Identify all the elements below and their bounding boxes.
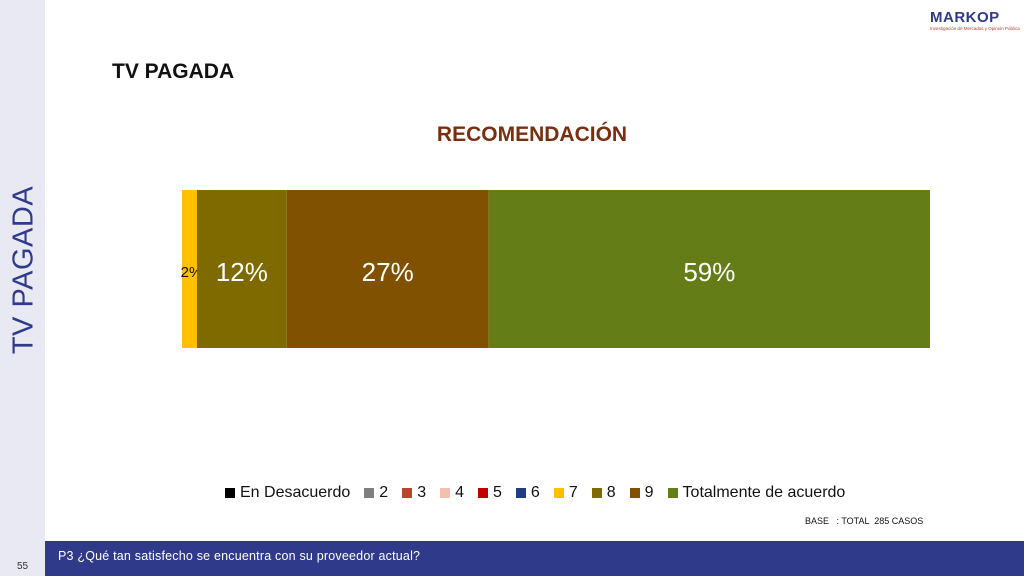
page-number: 55 — [0, 541, 45, 576]
bar-segment-7 — [196, 190, 287, 348]
legend-label-3: 4 — [455, 484, 465, 501]
legend-swatch-1 — [364, 488, 375, 498]
legend-label-0: En Desacuerdo — [240, 484, 351, 501]
logo-tagline: Investigación de Mercados y Opinión Públ… — [930, 26, 1020, 31]
question-text: P3 ¿Qué tan satisfecho se encuentra con … — [58, 549, 421, 563]
chart-legend: En Desacuerdo 2 3 4 5 6 7 8 9 Totalmente de acuer… — [225, 484, 845, 502]
legend-item-2: 3 — [402, 484, 426, 502]
legend-label-1: 2 — [379, 484, 389, 501]
legend-item-6: 7 — [553, 484, 578, 502]
legend-label-2: 3 — [417, 484, 427, 501]
legend-item-0: En Desacuerdo — [225, 484, 350, 502]
legend-label-9: Totalmente de acuerdo — [682, 484, 846, 501]
legend-item-5: 6 — [515, 484, 540, 502]
logo-word: MARKOP — [930, 9, 1000, 26]
data-label-7: 12% — [216, 257, 268, 287]
bar-segment-8 — [286, 190, 489, 348]
left-band — [0, 0, 45, 576]
data-label-8: 27% — [362, 257, 414, 287]
legend-swatch-2 — [402, 488, 413, 498]
legend-swatch-4 — [478, 488, 489, 498]
legend-item-7: 8 — [591, 484, 616, 502]
legend-item-8: 9 — [629, 484, 654, 502]
stacked-bar-chart: 2% 12% 27% 59% — [181, 190, 930, 348]
legend-label-7: 8 — [606, 484, 616, 501]
legend-item-9: Totalmente de acuerdo — [667, 484, 846, 502]
legend-label-6: 7 — [568, 484, 578, 501]
markop-logo: MARKOP Investigación de Mercados y Opini… — [930, 9, 1020, 38]
legend-label-5: 6 — [530, 484, 540, 501]
data-label-9: 59% — [683, 257, 735, 287]
legend-swatch-7 — [591, 488, 602, 498]
legend-swatch-8 — [629, 488, 640, 498]
section-title: TV PAGADA — [112, 60, 235, 83]
legend-item-1: 2 — [364, 484, 388, 502]
legend-swatch-3 — [440, 488, 451, 498]
base-note: BASE : TOTAL 285 CASOS — [805, 516, 924, 526]
legend-item-3: 4 — [440, 484, 464, 502]
data-label-6: 2% — [181, 264, 203, 281]
legend-label-8: 9 — [644, 484, 654, 501]
legend-swatch-0 — [225, 488, 235, 498]
footer-bar — [0, 541, 1024, 576]
bar-segment-9 — [488, 190, 930, 348]
legend-swatch-6 — [553, 488, 564, 498]
legend-swatch-5 — [515, 488, 526, 498]
bar-segment-6 — [182, 190, 197, 348]
legend-swatch-9 — [667, 488, 678, 498]
chart-title: RECOMENDACIÓN — [436, 123, 628, 146]
legend-label-4: 5 — [493, 484, 502, 501]
legend-item-4: 5 — [478, 484, 502, 502]
